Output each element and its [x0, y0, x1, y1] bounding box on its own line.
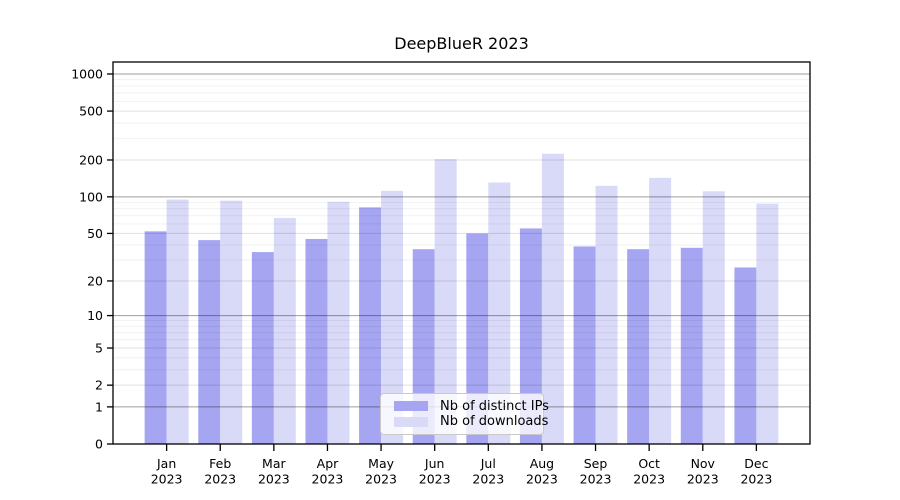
bar-distinct-ips-apr	[305, 238, 328, 444]
y-tick-label: 500	[79, 104, 103, 119]
x-tick-label: Nov 2023	[687, 456, 719, 487]
bar-downloads-oct	[649, 177, 672, 444]
legend-label-distinct-ips: Nb of distinct IPs	[440, 398, 549, 414]
x-tick-label: Sep 2023	[580, 456, 612, 487]
y-tick-label: 2	[95, 378, 103, 393]
bar-distinct-ips-sep	[573, 246, 596, 444]
plot-border	[112, 61, 811, 445]
y-tick-label: 200	[79, 152, 103, 167]
y-tick-label: 5	[95, 341, 103, 356]
y-tick-label: 0	[95, 437, 103, 452]
bar-distinct-ips-oct	[627, 249, 650, 444]
bar-downloads-jan	[166, 199, 189, 444]
y-tick-label: 1	[95, 399, 103, 414]
legend-swatch-downloads	[394, 416, 428, 427]
bar-distinct-ips-mar	[251, 252, 274, 444]
y-tick-label: 10	[87, 308, 103, 323]
bar-distinct-ips-feb	[198, 240, 221, 444]
bar-distinct-ips-jan	[144, 231, 167, 444]
y-tick-labels: 0 1 2 5 10 20 50 100 200 500 1000	[71, 67, 103, 452]
x-tick-label: Aug 2023	[526, 456, 558, 487]
x-tick-label: Feb 2023	[204, 456, 236, 487]
bar-downloads-may	[381, 190, 404, 444]
bar-downloads-jun	[434, 159, 457, 444]
bar-downloads-nov	[702, 191, 725, 444]
x-tick-label: Apr 2023	[312, 456, 344, 487]
legend: Nb of distinct IPs Nb of downloads	[380, 393, 549, 435]
legend-swatch-distinct-ips	[394, 401, 428, 412]
x-tick-labels: Jan 2023 Feb 2023 Mar 2023 Apr 2023 May 2023 Jun 20…	[151, 456, 773, 487]
x-tick-label: Jun 2023	[419, 456, 451, 487]
x-tick-label: May 2023	[365, 456, 397, 487]
x-tick-label: Oct 2023	[633, 456, 665, 487]
y-tick-label: 20	[87, 273, 103, 288]
bar-distinct-ips-jul	[466, 233, 489, 444]
bar-distinct-ips-dec	[734, 267, 757, 444]
bar-downloads-feb	[220, 200, 243, 444]
y-tick-label: 1000	[71, 67, 103, 82]
legend-label-downloads: Nb of downloads	[440, 414, 549, 430]
x-tick-label: Jul 2023	[472, 456, 504, 487]
bar-downloads-mar	[273, 218, 296, 444]
bar-distinct-ips-may	[359, 207, 382, 444]
y-tick-label: 50	[87, 226, 103, 241]
bar-distinct-ips-nov	[680, 247, 703, 444]
x-tick-label: Mar 2023	[258, 456, 290, 487]
bar-downloads-jul	[488, 182, 511, 444]
axis-ticks	[107, 73, 758, 451]
bar-downloads-sep	[595, 185, 618, 444]
x-tick-label: Jan 2023	[151, 456, 183, 487]
bar-downloads-aug	[541, 153, 564, 444]
x-tick-label: Dec 2023	[740, 456, 772, 487]
y-tick-label: 100	[79, 189, 103, 204]
legend-item-downloads: Nb of downloads	[394, 415, 548, 428]
legend-item-distinct-ips: Nb of distinct IPs	[394, 400, 549, 413]
gridlines	[113, 73, 810, 408]
bar-distinct-ips-aug	[519, 228, 542, 444]
bar-downloads-dec	[756, 203, 779, 444]
bar-downloads-apr	[327, 201, 350, 444]
chart-title: DeepBlueR 2023	[394, 34, 529, 53]
